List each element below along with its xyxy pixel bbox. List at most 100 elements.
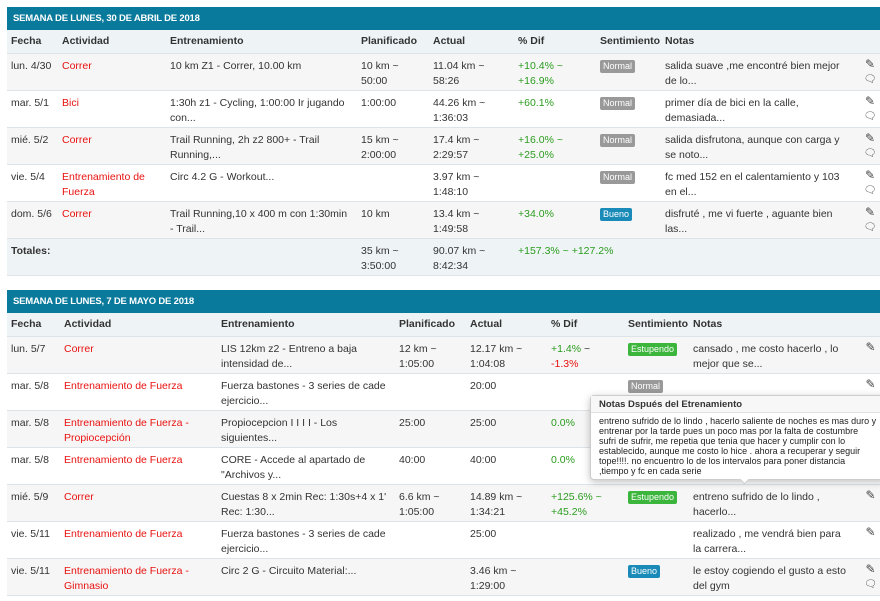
- table-row: dom. 5/6 Correr Trail Running,10 x 400 m c…: [7, 201, 880, 239]
- fecha-text: mar. 5/1: [11, 96, 49, 109]
- cell-planificado: 12 km ~ 1:05:00: [395, 336, 466, 374]
- workout-link[interactable]: Trail Running,10 x 400 m con 1:30min - T…: [170, 207, 348, 235]
- column-header-actividad[interactable]: Actividad: [60, 313, 217, 337]
- column-header-entrenamiento[interactable]: Entrenamiento: [217, 313, 395, 337]
- notas-text: cansado , me costo hacerlo , lo mejor qu…: [693, 342, 839, 370]
- table-row: mié. 5/9 Correr Cuestas 8 x 2min Rec: 1:30…: [7, 484, 880, 522]
- edit-icon[interactable]: ✎: [864, 130, 876, 145]
- edit-icon[interactable]: ✎: [865, 561, 876, 576]
- planificado-text: 1:00:00: [361, 96, 397, 109]
- totals-row: Totales: 35 km ~ 3:50:00 90.07 km ~ 8:42:3…: [7, 238, 880, 276]
- activity-link[interactable]: Correr: [64, 342, 94, 355]
- activity-link[interactable]: Entrenamiento de Fuerza - Gimnasio: [64, 564, 189, 592]
- table-row: lun. 5/7 Correr LIS 12km z2 - Entreno a ba…: [7, 336, 880, 374]
- column-header-actividad[interactable]: Actividad: [58, 30, 166, 54]
- cell-entrenamiento: Fuerza bastones - 3 series de cade ejerc…: [217, 373, 395, 411]
- totals-dif-text: +157.3% ~ +127.2%: [518, 244, 614, 257]
- cell-planificado: [395, 558, 466, 596]
- cell-actividad: Correr: [58, 53, 166, 91]
- column-header-actual[interactable]: Actual: [429, 30, 514, 54]
- column-header-fecha[interactable]: Fecha: [7, 313, 60, 337]
- workout-link[interactable]: Cuestas 8 x 2min Rec: 1:30s+4 x 1' Rec: …: [221, 490, 387, 518]
- cell-actividad: Entrenamiento de Fuerza: [58, 164, 166, 202]
- comments-icon[interactable]: 🗨: [863, 110, 877, 122]
- column-header-dif[interactable]: % Dif: [547, 313, 624, 337]
- workout-link[interactable]: Propiocepcion I I I I - Los siguientes..…: [221, 416, 338, 444]
- cell-sentimiento: Normal: [596, 90, 661, 128]
- cell-notas: realizado , me vendrá bien para la carre…: [689, 521, 854, 559]
- column-header-sentimiento[interactable]: Sentimiento: [624, 313, 689, 337]
- workout-link[interactable]: CORE - Accede al apartado de "Archivos y…: [221, 453, 366, 481]
- workout-link[interactable]: Circ 4.2 G - Workout...: [170, 170, 275, 183]
- column-header-notas[interactable]: Notas: [661, 30, 853, 54]
- dif-value: +34.0%: [518, 207, 554, 220]
- workout-link[interactable]: Fuerza bastones - 3 series de cade ejerc…: [221, 379, 386, 407]
- column-header-sentimiento[interactable]: Sentimiento: [596, 30, 661, 54]
- workout-link[interactable]: Circ 2 G - Circuito Material:...: [221, 564, 357, 577]
- comments-icon[interactable]: 🗨: [863, 184, 877, 196]
- column-header-actual[interactable]: Actual: [466, 313, 547, 337]
- notes-popover: Notas Dspués del Etrenamiento entreno su…: [590, 395, 880, 485]
- activity-link[interactable]: Entrenamiento de Fuerza - Propiocepción: [64, 416, 189, 444]
- workout-link[interactable]: Fuerza bastones - 3 series de cade ejerc…: [221, 527, 386, 555]
- cell-actual: 14.89 km ~ 1:34:21: [466, 484, 547, 522]
- activity-link[interactable]: Correr: [62, 59, 92, 72]
- activity-link[interactable]: Bici: [62, 96, 79, 109]
- edit-icon[interactable]: ✎: [864, 204, 876, 219]
- edit-icon[interactable]: ✎: [865, 376, 876, 391]
- column-header-planificado[interactable]: Planificado: [357, 30, 429, 54]
- cell-entrenamiento: LIS 12km z2 - Entreno a baja intensidad …: [217, 336, 395, 374]
- column-header-planificado[interactable]: Planificado: [395, 313, 466, 337]
- edit-icon[interactable]: ✎: [865, 339, 876, 354]
- cell-sentimiento: Normal: [596, 164, 661, 202]
- notas-text: realizado , me vendrá bien para la carre…: [693, 527, 841, 555]
- cell-planificado: 15 km ~ 2:00:00: [357, 127, 429, 165]
- activity-link[interactable]: Entrenamiento de Fuerza: [64, 453, 183, 466]
- comments-icon[interactable]: 🗨: [863, 73, 877, 85]
- edit-icon[interactable]: ✎: [865, 487, 876, 502]
- totals-dif: +157.3% ~ +127.2%: [514, 238, 661, 276]
- cell-entrenamiento: Fuerza bastones - 3 series de cade ejerc…: [217, 521, 395, 559]
- column-header-entrenamiento[interactable]: Entrenamiento: [166, 30, 357, 54]
- cell-sentimiento: Estupendo: [624, 336, 689, 374]
- fecha-text: dom. 5/6: [11, 207, 52, 220]
- planificado-text: 10 km: [361, 207, 390, 220]
- activity-link[interactable]: Correr: [64, 490, 94, 503]
- totals-label-text: Totales:: [11, 244, 51, 257]
- activity-link[interactable]: Correr: [62, 133, 92, 146]
- activity-link[interactable]: Correr: [62, 207, 92, 220]
- feeling-badge: Bueno: [628, 564, 661, 578]
- edit-icon[interactable]: ✎: [864, 167, 876, 182]
- notas-text: fc med 152 en el calentamiento y 103 en …: [665, 170, 840, 198]
- comments-icon[interactable]: 🗨: [863, 221, 877, 233]
- notas-text: salida disfrutona, aunque con carga y se…: [665, 133, 840, 161]
- fecha-text: vie. 5/11: [11, 564, 50, 577]
- column-header-notas[interactable]: Notas: [689, 313, 854, 337]
- workout-link[interactable]: 10 km Z1 - Correr, 10.00 km: [170, 59, 302, 72]
- cell-actual: 12.17 km ~ 1:04:08: [466, 336, 547, 374]
- cell-fecha: mar. 5/1: [7, 90, 58, 128]
- cell-planificado: 40:00: [395, 447, 466, 485]
- cell-actual: 40:00: [466, 447, 547, 485]
- cell-notas: disfruté , me vi fuerte , aguante bien l…: [661, 201, 853, 239]
- workout-link[interactable]: 1:30h z1 - Cycling, 1:00:00 Ir jugando c…: [170, 96, 345, 124]
- week-title: SEMANA DE LUNES, 7 DE MAYO DE 2018: [7, 290, 880, 313]
- column-header-dif[interactable]: % Dif: [514, 30, 596, 54]
- cell-sentimiento: [624, 521, 689, 559]
- edit-icon[interactable]: ✎: [864, 56, 876, 71]
- cell-fecha: mar. 5/8: [7, 447, 60, 485]
- cell-actual: 17.4 km ~ 2:29:57: [429, 127, 514, 165]
- fecha-text: mar. 5/8: [11, 453, 49, 466]
- workout-link[interactable]: Trail Running, 2h z2 800+ - Trail Runnin…: [170, 133, 320, 161]
- cell-dif: +1.4% ~ -1.3%: [547, 336, 624, 374]
- comments-icon[interactable]: 🗨: [864, 578, 877, 590]
- activity-link[interactable]: Entrenamiento de Fuerza: [64, 527, 183, 540]
- edit-icon[interactable]: ✎: [865, 524, 876, 539]
- activity-link[interactable]: Entrenamiento de Fuerza: [64, 379, 183, 392]
- edit-icon[interactable]: ✎: [864, 93, 876, 108]
- comments-icon[interactable]: 🗨: [863, 147, 877, 159]
- cell-planificado: [395, 521, 466, 559]
- column-header-fecha[interactable]: Fecha: [7, 30, 58, 54]
- activity-link[interactable]: Entrenamiento de Fuerza: [62, 170, 145, 198]
- workout-link[interactable]: LIS 12km z2 - Entreno a baja intensidad …: [221, 342, 357, 370]
